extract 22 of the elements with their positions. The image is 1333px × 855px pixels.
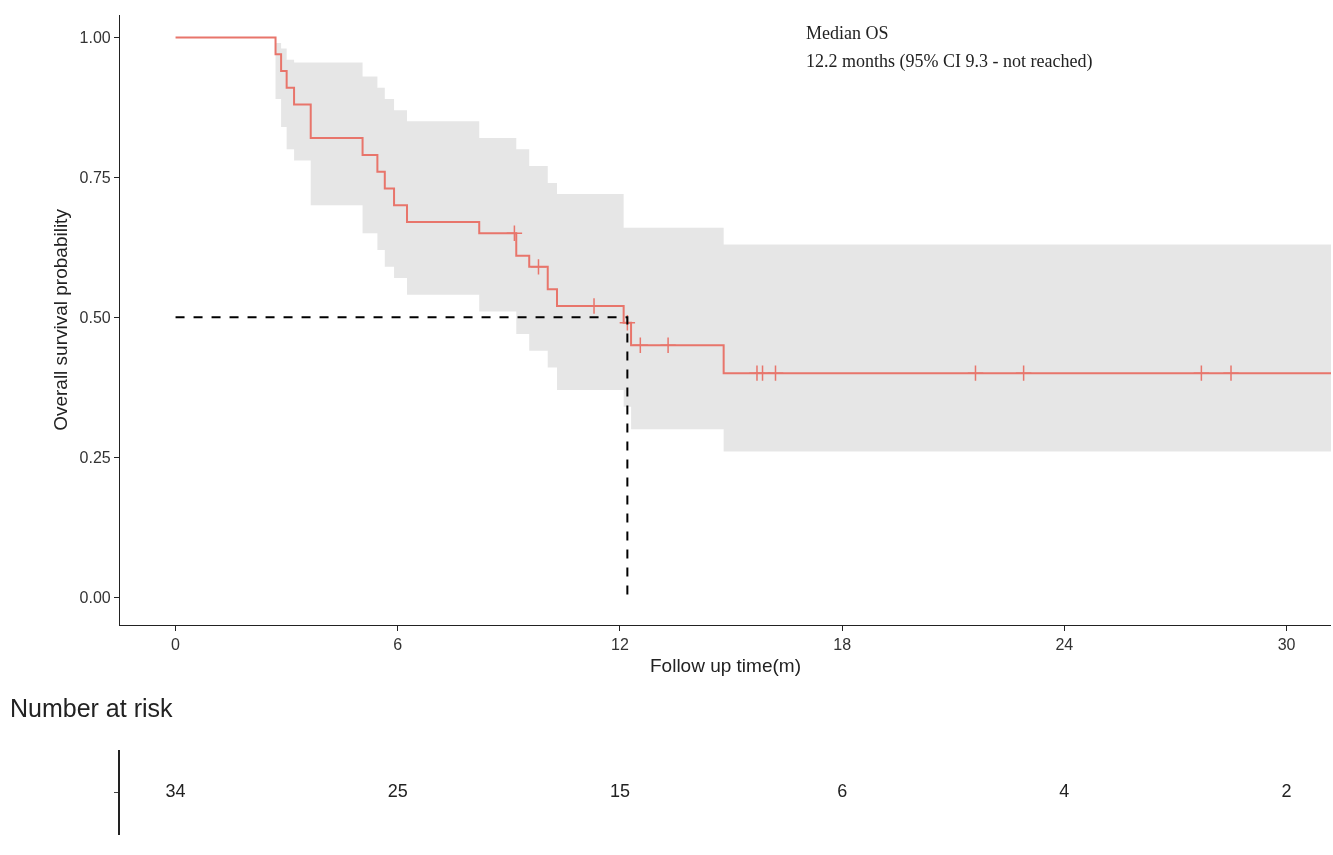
x-tick-label: 30 [1277, 636, 1296, 654]
x-tick-label: 24 [1055, 636, 1074, 654]
y-axis-title: Overall survival probability [50, 208, 72, 431]
x-tick-label: 12 [611, 636, 629, 654]
y-tick-label: 1.00 [79, 28, 111, 46]
annotation: Median OS [806, 23, 889, 43]
data-label: 25 [387, 781, 408, 801]
x-tick-label: 0 [171, 636, 181, 654]
text: Number at risk [10, 693, 174, 722]
data-label: 4 [1059, 781, 1070, 801]
x-tick-label: 6 [393, 636, 403, 654]
y-tick-label: 0.50 [79, 308, 111, 326]
data-label: 2 [1281, 781, 1292, 801]
data-label: 15 [609, 781, 630, 801]
y-tick-label: 0.00 [79, 588, 111, 606]
y-tick-label: 0.25 [79, 448, 111, 466]
data-label: 6 [837, 781, 848, 801]
x-tick-label: 18 [833, 636, 852, 654]
annotation: 12.2 months (95% CI 9.3 - not reached) [806, 51, 1093, 72]
data-label: 34 [165, 781, 186, 801]
y-tick-label: 0.75 [79, 168, 111, 186]
x-axis-title: Follow up time(m) [650, 655, 801, 677]
